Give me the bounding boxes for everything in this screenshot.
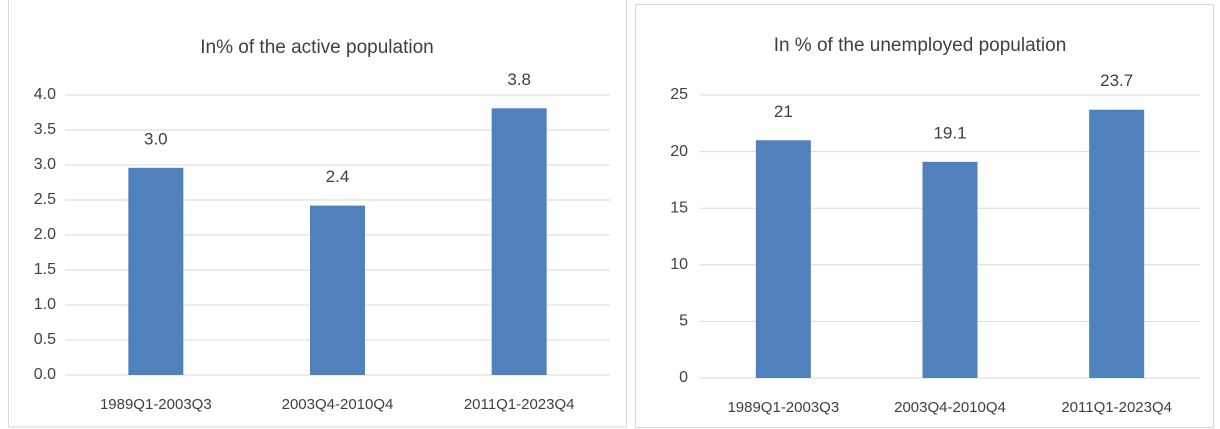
y-tick-label: 20 — [670, 143, 688, 160]
y-tick-label: 3.0 — [34, 156, 56, 173]
bar — [1089, 109, 1145, 378]
y-tick-label: 0 — [679, 369, 688, 386]
y-tick-label: 1.5 — [34, 261, 56, 278]
y-tick-label: 1.0 — [34, 296, 56, 313]
x-tick-label: 1989Q1-2003Q3 — [727, 399, 839, 416]
x-tick-label: 2011Q1-2023Q4 — [1061, 399, 1172, 416]
x-tick-label: 1989Q1-2003Q3 — [100, 396, 212, 413]
y-tick-label: 0.5 — [34, 331, 56, 348]
y-tick-label: 15 — [670, 199, 688, 216]
y-tick-label: 25 — [670, 86, 688, 103]
panel-frame — [8, 0, 627, 428]
chart-title: In% of the active population — [200, 37, 433, 58]
value-label: 2.4 — [326, 167, 350, 186]
bar — [755, 140, 811, 378]
y-tick-label: 2.0 — [34, 226, 56, 243]
value-label: 3.0 — [144, 129, 168, 148]
bar — [491, 108, 547, 376]
bar — [128, 167, 184, 375]
panel-frame — [635, 4, 1214, 428]
value-label: 21 — [774, 102, 793, 121]
x-tick-label: 2003Q4-2010Q4 — [282, 396, 394, 413]
value-label: 23.7 — [1100, 71, 1133, 90]
y-tick-label: 10 — [670, 256, 688, 273]
chart-title: In % of the unemployed population — [774, 35, 1067, 56]
y-tick-label: 3.5 — [34, 121, 56, 138]
value-label: 3.8 — [507, 70, 531, 89]
x-tick-label: 2011Q1-2023Q4 — [464, 396, 575, 413]
x-tick-label: 2003Q4-2010Q4 — [894, 399, 1006, 416]
y-tick-label: 4.0 — [34, 86, 56, 103]
y-tick-label: 5 — [679, 313, 688, 330]
bar — [922, 161, 978, 378]
y-tick-label: 0.0 — [34, 366, 56, 383]
value-label: 19.1 — [933, 123, 966, 142]
y-tick-label: 2.5 — [34, 191, 56, 208]
bar — [310, 205, 365, 375]
